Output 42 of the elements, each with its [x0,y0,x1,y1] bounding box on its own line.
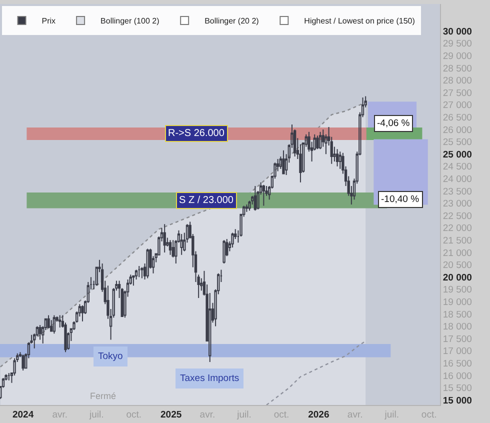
candlestick [231,232,234,248]
candlestick [282,150,285,174]
candlestick [81,304,84,322]
annotation: R->S 26.000 [168,128,225,139]
legend-label: Highest / Lowest on price (150) [304,16,416,26]
candlestick [47,314,50,328]
candlestick [222,240,226,264]
candlestick [316,135,319,150]
line-series [266,340,366,405]
y-tick-label: 15 000 [442,395,472,406]
candlestick [293,128,296,158]
candlestick [38,324,42,340]
candlestick [58,314,62,328]
annotation: S Z / 23.000 [179,195,234,206]
x-tick-label: 2025 [160,409,182,420]
legend-label: Prix [42,16,56,26]
candlestick [254,186,257,212]
annotation: Fermé [90,391,116,401]
annotation: -10,40 % [381,194,420,205]
candlestick [318,131,322,150]
x-tick-label: 2024 [12,409,34,420]
legend-label: Bollinger (100 2) [100,16,160,26]
candlestick [168,240,172,256]
legend-label: Bollinger (20 2) [204,16,260,26]
candlestick [22,354,24,372]
candlestick [140,266,144,279]
y-tick-label: 25 000 [442,149,472,160]
annotation: Taxes Imports [180,373,240,384]
y-tick-label: 30 000 [442,26,472,38]
annotation: -4,06 % [377,118,410,129]
annotation: Tokyo [98,351,123,362]
candlestick [138,266,140,278]
candlestick [248,200,251,212]
candlestick [336,148,339,167]
candlestick [163,224,166,253]
candlestick [262,184,266,206]
candlestick [180,234,183,256]
candlestick [52,314,56,334]
candlestick [146,248,149,279]
x-tick-label: 2026 [308,409,330,420]
candlestick [8,372,10,381]
y-tick-label: 20 000 [442,272,472,284]
